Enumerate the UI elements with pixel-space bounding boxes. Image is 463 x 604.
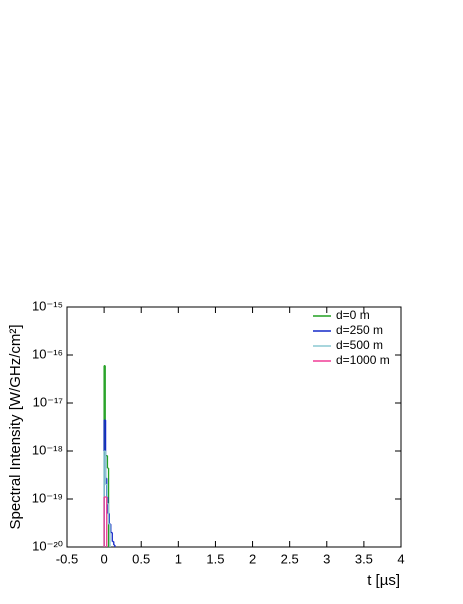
- y-tick-label: 10⁻¹⁵: [32, 298, 63, 313]
- x-tick-label: 3.5: [355, 551, 373, 566]
- legend-label: d=250 m: [336, 323, 383, 337]
- plot-frame: [66, 306, 402, 548]
- x-tick-label: -0.5: [56, 551, 78, 566]
- x-tick-label: 2.5: [281, 551, 299, 566]
- x-tick-label: 1: [175, 551, 182, 566]
- x-tick-label: 3: [323, 551, 330, 566]
- x-axis-label: t [µs]: [367, 572, 400, 589]
- y-tick-label: 10⁻¹⁶: [32, 346, 63, 361]
- x-tick-label: 4: [397, 551, 404, 566]
- y-axis-label: Spectral Intensity [W/GHz/cm²]: [7, 324, 24, 529]
- legend-label: d=1000 m: [336, 353, 390, 367]
- legend-label: d=0 m: [336, 308, 370, 322]
- y-tick-label: 10⁻²⁰: [32, 538, 63, 553]
- y-tick-label: 10⁻¹⁷: [33, 394, 64, 409]
- y-tick-label: 10⁻¹⁹: [32, 490, 63, 505]
- x-tick-label: 2: [249, 551, 256, 566]
- x-tick-label: 0: [100, 551, 107, 566]
- x-tick-label: 1.5: [206, 551, 224, 566]
- y-tick-label: 10⁻¹⁸: [32, 442, 63, 457]
- legend-label: d=500 m: [336, 338, 383, 352]
- x-tick-label: 0.5: [132, 551, 150, 566]
